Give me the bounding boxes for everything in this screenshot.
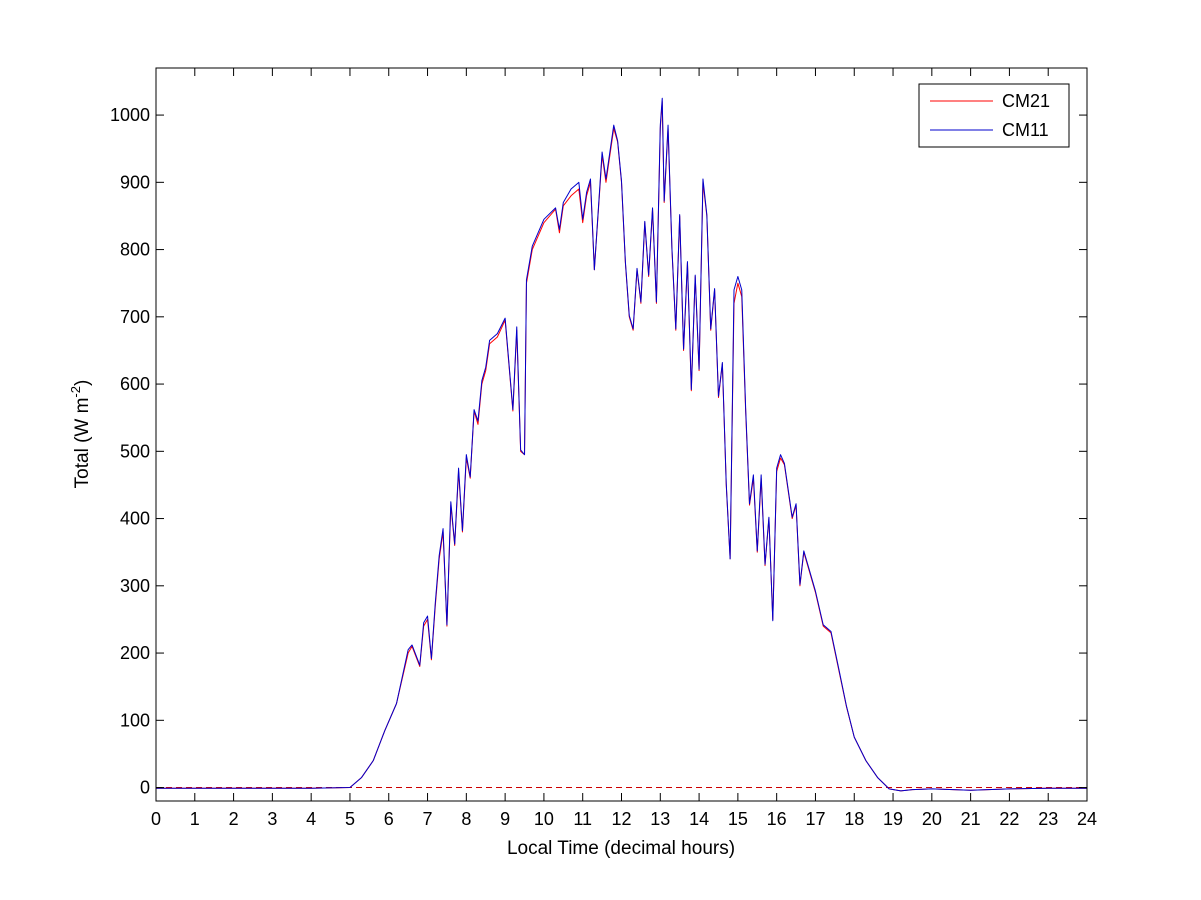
x-tick-label: 22: [999, 809, 1019, 829]
legend-box: [918, 83, 1070, 148]
y-tick-label: 700: [120, 307, 150, 327]
x-tick-label: 0: [151, 809, 161, 829]
y-tick-labels: 0 100 200 300 400 500 600 700 800 900 1000: [110, 105, 150, 797]
y-axis-label-superscript: -2: [68, 386, 83, 398]
x-tick-label: 20: [922, 809, 942, 829]
x-tick-labels: 0 1 2 3 4 5 6 7 8 9 10 11 12 13 14 15 16 17 18 19 20 21 22 23 24: [151, 809, 1097, 829]
x-tick-label: 13: [650, 809, 670, 829]
y-tick-label: 600: [120, 374, 150, 394]
series-layer: [156, 97, 1087, 792]
x-axis-label: Local Time (decimal hours): [507, 838, 735, 859]
x-tick-label: 24: [1077, 809, 1097, 829]
x-tick-label: 9: [500, 809, 510, 829]
x-tick-label: 8: [461, 809, 471, 829]
x-tick-label: 2: [229, 809, 239, 829]
y-tick-label: 800: [120, 240, 150, 260]
legend-label-cm11: CM11: [1002, 120, 1049, 140]
y-tick-label: 300: [120, 576, 150, 596]
y-axis-label-suffix: ): [72, 380, 93, 386]
y-tick-label: 900: [120, 172, 150, 192]
y-axis-label: Total (W m-2): [68, 380, 93, 489]
legend-label-cm21: CM21: [1002, 91, 1050, 111]
x-tick-label: 7: [423, 809, 433, 829]
y-tick-label: 500: [120, 441, 150, 461]
y-tick-label: 1000: [110, 105, 150, 125]
x-tick-label: 1: [190, 809, 200, 829]
x-tick-label: 21: [961, 809, 981, 829]
legend: CM21 CM11: [918, 83, 1070, 148]
x-tick-label: 14: [689, 809, 709, 829]
x-tick-label: 19: [883, 809, 903, 829]
x-tick-label: 16: [767, 809, 787, 829]
x-tick-label: 11: [573, 809, 592, 829]
y-tick-label: 0: [140, 778, 150, 798]
x-tick-label: 12: [611, 809, 631, 829]
y-axis-label-main: Total (W m: [72, 398, 93, 489]
x-tick-label: 4: [306, 809, 316, 829]
plot-frame: [155, 67, 1088, 802]
x-tick-label: 3: [267, 809, 277, 829]
series-line-cm11: [156, 97, 1087, 792]
y-tick-label: 100: [120, 710, 150, 730]
x-tick-label: 17: [805, 809, 825, 829]
y-tick-label: 200: [120, 643, 150, 663]
x-tick-label: 23: [1038, 809, 1058, 829]
x-tick-label: 15: [728, 809, 748, 829]
x-tick-label: 18: [844, 809, 864, 829]
x-tick-label: 5: [345, 809, 355, 829]
y-tick-label: 400: [120, 509, 150, 529]
x-tick-label: 6: [384, 809, 394, 829]
x-tick-label: 10: [534, 809, 554, 829]
ticks-layer: [155, 68, 1088, 801]
